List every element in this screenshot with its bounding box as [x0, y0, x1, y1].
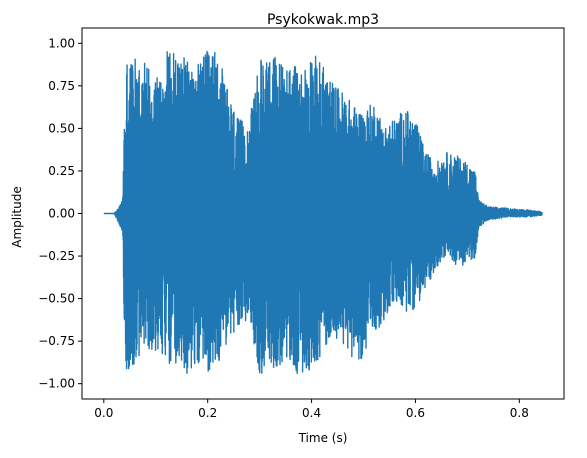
y-tick-label: 0.50: [48, 121, 75, 135]
y-axis-label: Amplitude: [10, 186, 24, 248]
x-tick-label: 0.0: [94, 406, 113, 420]
y-tick-label: 0.00: [48, 207, 75, 221]
axes-layer: 0.0 0.2 0.4 0.6 0.8 1.00 0.75 0.50 0.25 0.00 −0.25…: [38, 27, 565, 420]
waveform-line: [103, 50, 543, 375]
y-tick-label: −0.50: [38, 292, 75, 306]
x-tick-label: 0.8: [510, 406, 529, 420]
y-tick-label: −0.75: [38, 334, 75, 348]
waveform-layer: [103, 50, 543, 375]
x-tick-label: 0.4: [302, 406, 321, 420]
x-tick-label: 0.2: [198, 406, 217, 420]
y-tick-label: 0.75: [48, 79, 75, 93]
y-tick-label: −0.25: [38, 249, 75, 263]
x-axis-label: Time (s): [298, 431, 348, 445]
y-tick-label: 1.00: [48, 36, 75, 50]
chart-title: Psykokwak.mp3: [267, 12, 379, 28]
y-tick-label: 0.25: [48, 164, 75, 178]
x-tick-label: 0.6: [406, 406, 425, 420]
y-tick-label: −1.00: [38, 377, 75, 391]
